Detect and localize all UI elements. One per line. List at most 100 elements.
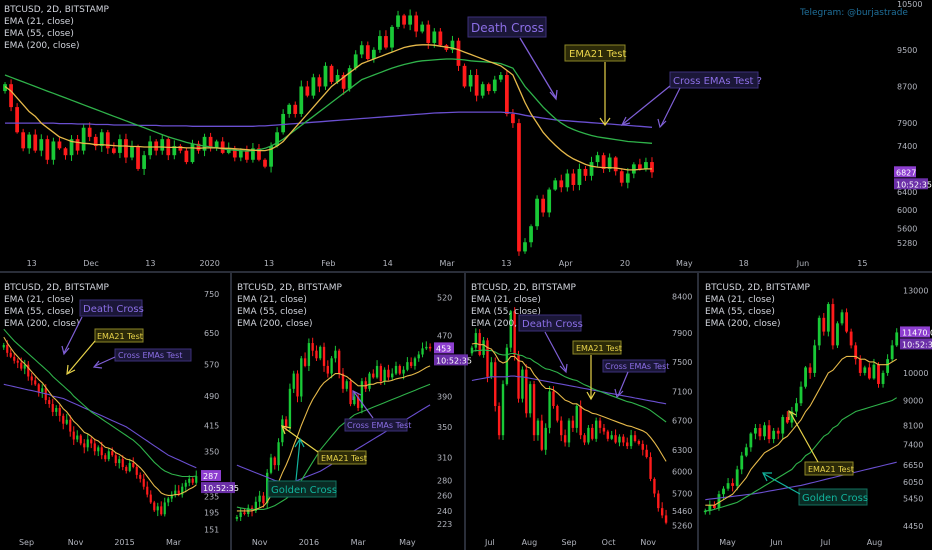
x-tick-label: Aug [867, 538, 883, 547]
candle-body [497, 406, 501, 436]
y-tick-label: 7900 [672, 329, 692, 338]
panel-2019[interactable]: 8400 7900 7500 7100 6700 6300 6000 5700 5460 5260… [470, 293, 693, 547]
legend-symbol: BTCUSD, 2D, BITSTAMP [705, 283, 811, 293]
candle-body [607, 157, 612, 169]
candle-body [480, 84, 485, 96]
arrow-head [586, 391, 596, 401]
candle-body [854, 345, 858, 360]
panel-2015[interactable]: 750 650 570 490 415 350 235 195 151 Sep Nov 2015 Mar… [2, 290, 239, 547]
candle-body [450, 40, 455, 50]
legend-ema200: EMA (200, close) [471, 319, 547, 329]
price-badge-label: 6827 [896, 168, 916, 177]
candle-body [598, 420, 602, 428]
y-tick-label: 240 [437, 507, 452, 516]
candle-body [356, 396, 360, 408]
candle-body [559, 180, 564, 188]
candle-body [664, 515, 668, 523]
candle-body [589, 162, 594, 176]
x-tick-label: 18 [739, 259, 749, 268]
legend-symbol: BTCUSD, 2D, BITSTAMP [237, 283, 343, 293]
x-tick-label: Mar [166, 538, 182, 547]
candle-body [288, 388, 292, 427]
label-box [804, 461, 854, 476]
candle-body [262, 495, 265, 504]
y-tick-label: 350 [437, 423, 452, 432]
legend-ema200: EMA (200, close) [4, 41, 80, 51]
telegram-watermark: Telegram: @burjastrade [799, 8, 908, 18]
countdown-label: 10:52:35 [896, 180, 932, 189]
candle-body [86, 439, 89, 448]
price-badge [894, 166, 916, 178]
candle-body [76, 435, 79, 440]
candle-body [813, 345, 817, 373]
arrow-head [599, 117, 611, 127]
ema200-line [3, 383, 197, 469]
candle-body [571, 420, 575, 428]
candle-body [532, 384, 536, 436]
candle-body [840, 312, 844, 324]
label-box [94, 328, 144, 343]
candle-body [740, 455, 744, 470]
panel-2016[interactable]: 520470435390350310280260240223Nov2016Mar… [235, 293, 472, 547]
candle-body [58, 407, 61, 416]
y-tick-label: 415 [204, 422, 219, 431]
candle-body [281, 113, 286, 133]
candle-body [3, 84, 7, 92]
candle-body [135, 467, 138, 475]
y-tick-label: 8100 [903, 421, 923, 430]
death-cross-label: Death Cross [83, 304, 144, 315]
candle-body [468, 75, 473, 87]
candle-body [614, 435, 617, 443]
candle-body [881, 372, 885, 384]
candle-body [606, 431, 610, 439]
ema21-test-label: EMA21 Test [808, 465, 854, 474]
candle-body [360, 381, 364, 408]
panel-2019b[interactable]: 1300011470100009000810074006650605054504… [703, 286, 932, 547]
x-tick-label: May [399, 538, 416, 547]
candle-body [790, 411, 794, 423]
candle-body [402, 369, 405, 374]
arrow-line [544, 331, 567, 372]
candle-body [735, 469, 739, 486]
x-tick-label: Jun [796, 259, 810, 268]
y-tick-label: 470 [437, 331, 452, 340]
candle-body [48, 400, 51, 405]
candle-body [307, 343, 311, 366]
x-tick-label: May [676, 259, 693, 268]
candle-body [27, 364, 30, 377]
candle-body [114, 455, 117, 464]
candle-body [226, 148, 231, 153]
ema21-test-label: EMA21 Test [576, 344, 622, 353]
candle-body [563, 435, 567, 443]
candle-body [156, 506, 159, 511]
candle-body [387, 369, 390, 378]
candle-body [425, 346, 428, 349]
candle-body [208, 136, 213, 149]
candle-body [409, 362, 413, 366]
countdown-label: 10:52:35 [902, 340, 932, 349]
x-tick-label: Nov [68, 538, 84, 547]
candle-body [195, 476, 198, 483]
y-tick-label: 6050 [903, 478, 923, 487]
candle-body [509, 311, 512, 348]
x-tick-label: Mar [439, 259, 455, 268]
candle-body [372, 373, 375, 378]
candle-body [804, 367, 807, 387]
candle-body [2, 344, 5, 348]
candle-body [299, 86, 304, 114]
candle-body [81, 127, 86, 151]
candle-body [438, 31, 443, 46]
legend-ema55: EMA (55, close) [705, 307, 775, 317]
y-tick-label: 4450 [903, 522, 923, 531]
candle-body [826, 304, 830, 332]
candle-body [55, 407, 58, 412]
candle-body [142, 155, 146, 169]
candle-body [863, 367, 867, 373]
candle-body [645, 449, 648, 458]
legend-symbol: BTCUSD, 2D, BITSTAMP [4, 5, 110, 15]
ema55-line [705, 397, 897, 512]
main-chart-panel[interactable]: 10500 9500 8700 7900 7400 6400 6000 5600 5280 13 D… [3, 0, 932, 268]
death-cross-label: Death Cross [471, 21, 544, 35]
candle-body [9, 84, 13, 108]
panel1-legend: BTCUSD, 2D, BITSTAMP EMA (21, close) EMA… [4, 283, 110, 329]
